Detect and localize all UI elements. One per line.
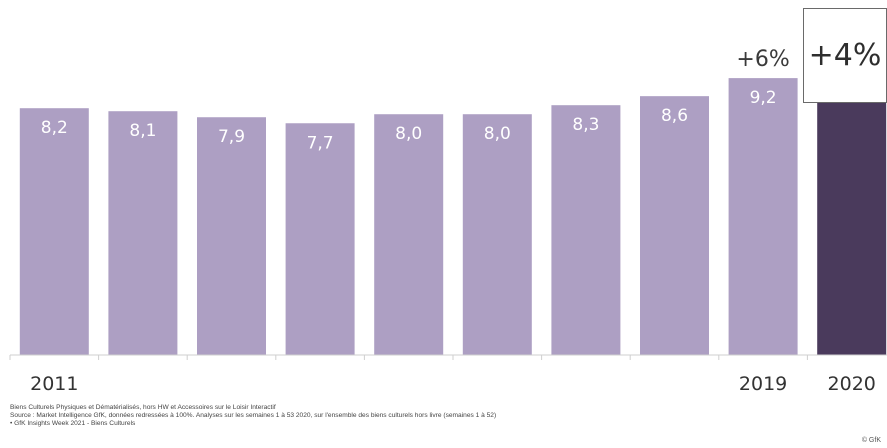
footnote-reference: • GfK Insights Week 2021 - Biens Culture… [10,420,136,427]
x-axis: 2011 2019 2020 [9,354,887,395]
x-tick-2011: 2011 [30,373,78,395]
footnote-source: Source : Market Intelligence GfK, donnée… [10,412,497,419]
value-label-2017: 8,3 [572,115,599,135]
callout-box-2020: +4% [803,8,887,103]
bar-2018 [640,96,709,356]
bars-group: 8,28,17,97,78,08,08,38,69,29,6 [19,66,887,356]
bar-2013 [197,117,266,356]
x-tick-2020: 2020 [828,373,876,395]
bar-2014 [285,123,355,355]
bar-2017 [551,105,621,355]
value-label-2015: 8,0 [395,124,422,144]
growth-callout-2020: +4% [808,38,882,73]
value-label-2011: 8,2 [41,118,68,138]
value-label-2018: 8,6 [661,106,688,126]
value-label-2014: 7,7 [307,133,334,153]
value-label-2019: 9,2 [750,88,777,108]
footnote-scope: Biens Culturels Physiques et Dématériali… [10,404,276,411]
bar-2020 [817,66,887,355]
bar-2019 [728,78,798,355]
bar-2016 [462,114,532,355]
bar-2015 [374,114,444,355]
bar-2011 [19,108,89,355]
value-label-2013: 7,9 [218,127,245,147]
annotations-group: +6% [736,47,789,72]
copyright: © GfK [861,437,881,444]
bar-2012 [108,111,178,355]
value-label-2012: 8,1 [129,121,156,141]
x-tick-2019: 2019 [739,373,787,395]
growth-label-2019: +6% [736,47,789,72]
value-label-2016: 8,0 [484,124,511,144]
